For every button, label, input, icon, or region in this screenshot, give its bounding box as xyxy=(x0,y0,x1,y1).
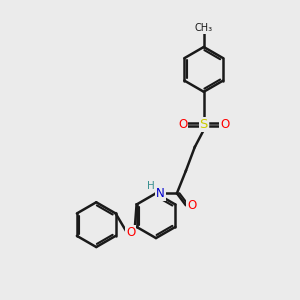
Text: O: O xyxy=(126,226,135,238)
Text: CH₃: CH₃ xyxy=(195,23,213,34)
Text: N: N xyxy=(156,187,165,200)
Text: O: O xyxy=(178,118,188,131)
Text: H: H xyxy=(147,182,154,191)
Text: S: S xyxy=(200,118,208,131)
Text: O: O xyxy=(220,118,229,131)
Text: O: O xyxy=(187,199,196,212)
